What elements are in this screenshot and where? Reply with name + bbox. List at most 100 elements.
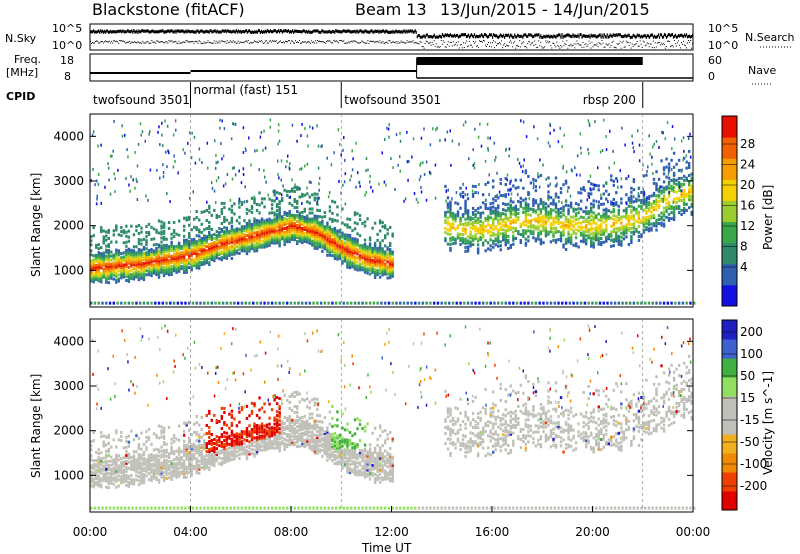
nsky-sample [324, 30, 326, 34]
power-cell [381, 273, 384, 277]
power-cell [233, 228, 236, 232]
power-cell [268, 211, 271, 215]
nsky-sample [276, 29, 279, 33]
power-cell [270, 211, 274, 215]
nsky-sample [451, 34, 453, 38]
power-cell [210, 227, 213, 231]
power-cell [158, 125, 160, 129]
power-cell [567, 224, 570, 228]
power-cell [569, 241, 573, 245]
power-cell [658, 145, 660, 149]
power-cell [316, 124, 318, 128]
power-cell [245, 223, 249, 227]
power-cell [574, 236, 578, 240]
power-cell [140, 260, 143, 264]
nsky-sample [308, 29, 310, 33]
nsky-sample [170, 29, 172, 33]
power-cell [177, 241, 181, 245]
power-cell [592, 235, 595, 239]
nsky-sample [360, 29, 362, 33]
power-cell [651, 301, 654, 305]
power-cell [203, 238, 206, 242]
nsky-sample [447, 34, 449, 38]
power-cell [268, 223, 271, 227]
nsky-sample [319, 30, 321, 34]
nsky-sample [108, 30, 110, 34]
power-cell [652, 201, 656, 205]
power-cell [549, 301, 553, 305]
power-cell [615, 239, 618, 243]
power-cell [542, 223, 545, 227]
power-cell [388, 135, 390, 139]
power-cell [529, 225, 533, 229]
nsearch-sample [394, 42, 396, 44]
power-cell [346, 247, 349, 251]
power-cell [205, 253, 208, 257]
power-cell [500, 301, 504, 305]
power-cell [90, 263, 93, 267]
power-cell [298, 195, 301, 199]
nsearch-sample [262, 42, 264, 44]
power-cell [527, 239, 530, 243]
power-cell [610, 230, 613, 234]
power-cell [566, 189, 569, 193]
power-cell [637, 192, 640, 196]
power-cell [577, 203, 580, 207]
nsky-sample [399, 30, 401, 34]
power-cell [333, 253, 337, 257]
nsearch-sample [372, 41, 374, 43]
power-cell [112, 263, 116, 267]
power-cell [677, 180, 681, 184]
power-cell [567, 204, 570, 208]
power-cell [285, 211, 289, 215]
power-cell [557, 238, 560, 242]
power-cell [147, 198, 149, 202]
power-cell [358, 246, 362, 250]
power-cell [278, 242, 281, 246]
power-cell [655, 198, 658, 202]
power-cell [461, 233, 465, 237]
power-cell [293, 238, 296, 242]
nsky-sample [419, 35, 421, 39]
nsearch-sample [492, 42, 493, 44]
power-cell [278, 240, 281, 244]
nsky-sample [677, 33, 680, 37]
power-cell [291, 203, 294, 207]
power-cell [562, 221, 565, 225]
power-cell [356, 242, 359, 246]
power-cell [595, 216, 598, 220]
power-cell [306, 220, 309, 224]
power-cell [210, 250, 213, 254]
power-cell [273, 190, 275, 194]
power-cell [328, 209, 332, 213]
nsky-sample [575, 34, 577, 38]
power-cell [625, 207, 628, 211]
nsky-sample [298, 29, 300, 33]
nsky-sample [624, 33, 626, 37]
power-cell [152, 271, 156, 275]
power-cell [386, 256, 389, 260]
nsky-sample [468, 35, 471, 39]
nsearch-sample [177, 42, 179, 44]
power-cell [492, 223, 495, 227]
power-cell [235, 251, 239, 255]
nsky-sample [202, 30, 204, 34]
power-cell [120, 258, 123, 262]
nsearch-sample [240, 42, 242, 44]
nsearch-sample [636, 40, 638, 42]
power-cell [245, 234, 249, 238]
nsky-sample [178, 29, 180, 33]
power-cell [351, 261, 354, 265]
power-cell [147, 271, 151, 275]
power-cell [316, 243, 319, 247]
power-cell [353, 259, 357, 263]
nsky-sample [165, 30, 167, 34]
power-cell [268, 219, 271, 223]
power-cell [625, 231, 628, 235]
power-cell [161, 144, 164, 148]
power-cell [572, 219, 575, 223]
power-cell [341, 221, 344, 225]
nsky-sample [358, 30, 360, 34]
power-cell [549, 230, 553, 234]
power-cell [120, 264, 123, 268]
